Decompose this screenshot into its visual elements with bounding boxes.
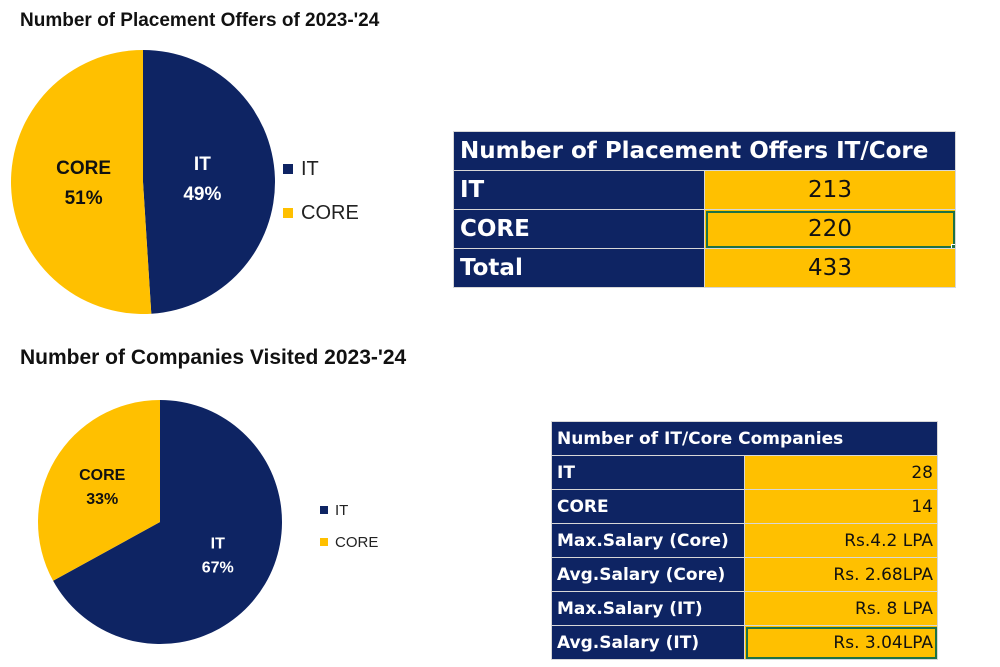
- table-row: IT 213: [453, 170, 956, 210]
- pie-slice-core: [38, 400, 160, 581]
- row-label[interactable]: IT: [551, 455, 745, 490]
- companies-visited-chart-title: Number of Companies Visited 2023-'24: [20, 346, 407, 369]
- table-row: Max.Salary (Core) Rs.4.2 LPA: [551, 523, 938, 558]
- row-label[interactable]: CORE: [453, 209, 705, 249]
- table-header: Number of Placement Offers IT/Core: [453, 131, 956, 171]
- table-header: Number of IT/Core Companies: [551, 421, 938, 456]
- row-label[interactable]: CORE: [551, 489, 745, 524]
- slice-label: IT: [194, 154, 211, 175]
- legend-item-core: CORE: [283, 199, 359, 227]
- legend-item-it: IT: [283, 155, 359, 183]
- row-value[interactable]: Rs. 8 LPA: [744, 591, 938, 626]
- row-label[interactable]: IT: [453, 170, 705, 210]
- slice-percent-label: 67%: [202, 559, 234, 576]
- row-value[interactable]: 28: [744, 455, 938, 490]
- pie-slice-it: [143, 50, 276, 314]
- placement-offers-chart-title: Number of Placement Offers of 2023-'24: [20, 10, 380, 31]
- table-row: Avg.Salary (IT) Rs. 3.04LPA: [551, 625, 938, 660]
- row-value[interactable]: 213: [704, 170, 956, 210]
- legend-label-core: CORE: [301, 201, 359, 224]
- companies-visited-pie-chart: IT 67% CORE 33%: [38, 400, 283, 644]
- legend-item-it: IT: [320, 500, 378, 520]
- row-value[interactable]: 14: [744, 489, 938, 524]
- legend-swatch-it: [283, 164, 293, 174]
- row-value[interactable]: 433: [704, 248, 956, 288]
- row-label[interactable]: Max.Salary (IT): [551, 591, 745, 626]
- legend-item-core: CORE: [320, 532, 378, 552]
- row-value: 220: [808, 216, 852, 242]
- pie-slice-core: [11, 50, 152, 314]
- placement-offers-pie-chart: IT 49% CORE 51%: [11, 50, 276, 314]
- legend-label-it: IT: [301, 157, 319, 180]
- selected-cell[interactable]: Rs. 3.04LPA: [744, 625, 938, 660]
- legend-label-core: CORE: [335, 533, 379, 551]
- legend-swatch-core: [283, 208, 293, 218]
- row-value[interactable]: Rs.4.2 LPA: [744, 523, 938, 558]
- selected-cell[interactable]: 220: [704, 209, 956, 249]
- row-label[interactable]: Avg.Salary (Core): [551, 557, 745, 592]
- legend-swatch-it: [320, 506, 328, 514]
- slice-percent-label: 51%: [65, 188, 103, 209]
- legend-label-it: IT: [335, 501, 349, 519]
- slice-percent-label: 33%: [86, 491, 118, 508]
- fill-handle[interactable]: [951, 244, 955, 248]
- slice-label: CORE: [56, 158, 111, 179]
- placement-offers-table: Number of Placement Offers IT/Core IT 21…: [453, 131, 956, 288]
- table-row: CORE 220: [453, 209, 956, 249]
- table-row: Total 433: [453, 248, 956, 288]
- row-value[interactable]: Rs. 2.68LPA: [744, 557, 938, 592]
- slice-label: IT: [211, 535, 225, 552]
- row-label[interactable]: Max.Salary (Core): [551, 523, 745, 558]
- legend-swatch-core: [320, 538, 328, 546]
- row-label[interactable]: Total: [453, 248, 705, 288]
- row-label[interactable]: Avg.Salary (IT): [551, 625, 745, 660]
- slice-percent-label: 49%: [183, 184, 221, 205]
- placement-offers-legend: IT CORE: [283, 155, 359, 243]
- pie-slice-it: [53, 400, 283, 644]
- table-row: Max.Salary (IT) Rs. 8 LPA: [551, 591, 938, 626]
- table-row: CORE 14: [551, 489, 938, 524]
- table-row: IT 28: [551, 455, 938, 490]
- table-row: Avg.Salary (Core) Rs. 2.68LPA: [551, 557, 938, 592]
- slice-label: CORE: [79, 467, 126, 484]
- companies-visited-legend: IT CORE: [320, 500, 378, 564]
- companies-table: Number of IT/Core Companies IT 28 CORE 1…: [551, 421, 938, 660]
